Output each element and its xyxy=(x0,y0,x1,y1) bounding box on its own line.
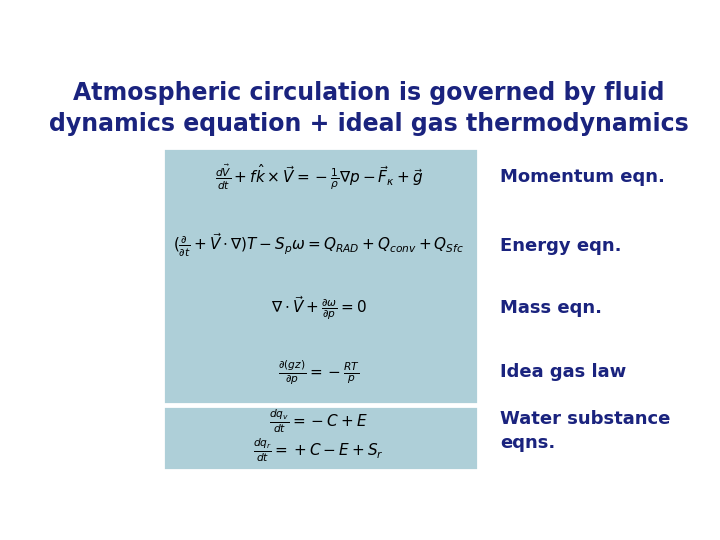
FancyBboxPatch shape xyxy=(163,406,478,470)
Text: Mass eqn.: Mass eqn. xyxy=(500,299,602,317)
Text: Energy eqn.: Energy eqn. xyxy=(500,237,621,255)
Text: $(\frac{\partial}{\partial t} + \vec{V} \cdot \nabla)T - S_p\omega = Q_{RAD} + Q: $(\frac{\partial}{\partial t} + \vec{V} … xyxy=(174,232,464,259)
Text: $\frac{d\vec{V}}{dt} + f\hat{k} \times \vec{V} = -\frac{1}{\rho}\nabla p - \vec{: $\frac{d\vec{V}}{dt} + f\hat{k} \times \… xyxy=(215,163,423,192)
Text: $\frac{dq_r}{dt} = +C - E + S_r$: $\frac{dq_r}{dt} = +C - E + S_r$ xyxy=(253,436,384,464)
Text: Momentum eqn.: Momentum eqn. xyxy=(500,168,665,186)
FancyBboxPatch shape xyxy=(163,148,478,404)
Text: $\nabla \cdot \vec{V} + \frac{\partial \omega}{\partial p} = 0$: $\nabla \cdot \vec{V} + \frac{\partial \… xyxy=(271,294,366,322)
Text: $\frac{dq_v}{dt} = -C + E$: $\frac{dq_v}{dt} = -C + E$ xyxy=(269,407,368,435)
Text: $\frac{\partial(gz)}{\partial p} = -\frac{RT}{p}$: $\frac{\partial(gz)}{\partial p} = -\fra… xyxy=(278,359,360,387)
Text: Idea gas law: Idea gas law xyxy=(500,363,626,381)
Text: Water substance
eqns.: Water substance eqns. xyxy=(500,410,670,451)
Text: Atmospheric circulation is governed by fluid
dynamics equation + ideal gas therm: Atmospheric circulation is governed by f… xyxy=(49,82,689,136)
